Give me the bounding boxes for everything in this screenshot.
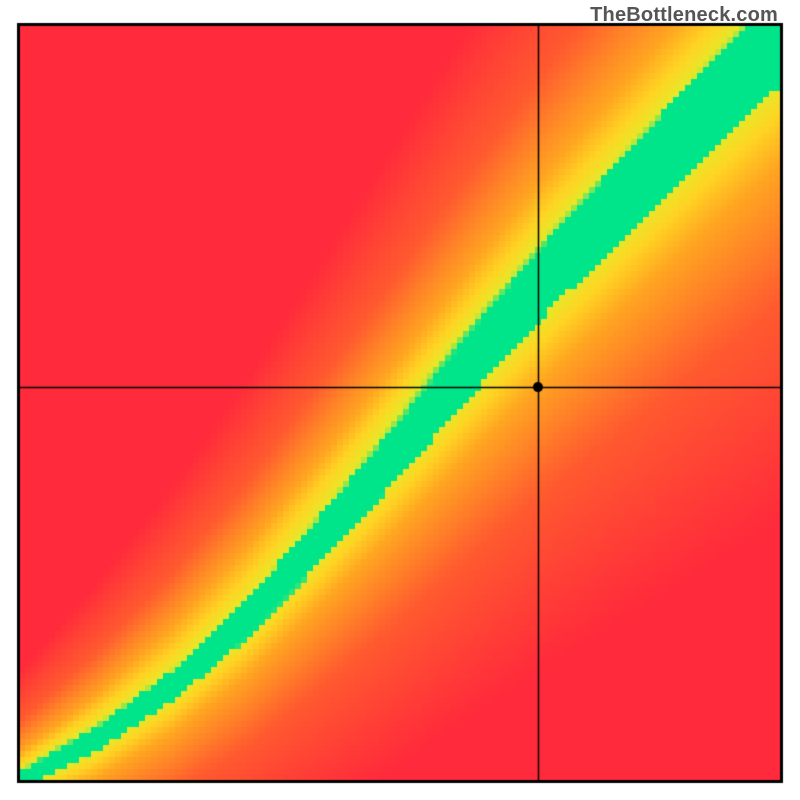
bottleneck-heatmap <box>0 0 800 800</box>
watermark-text: TheBottleneck.com <box>590 4 778 27</box>
